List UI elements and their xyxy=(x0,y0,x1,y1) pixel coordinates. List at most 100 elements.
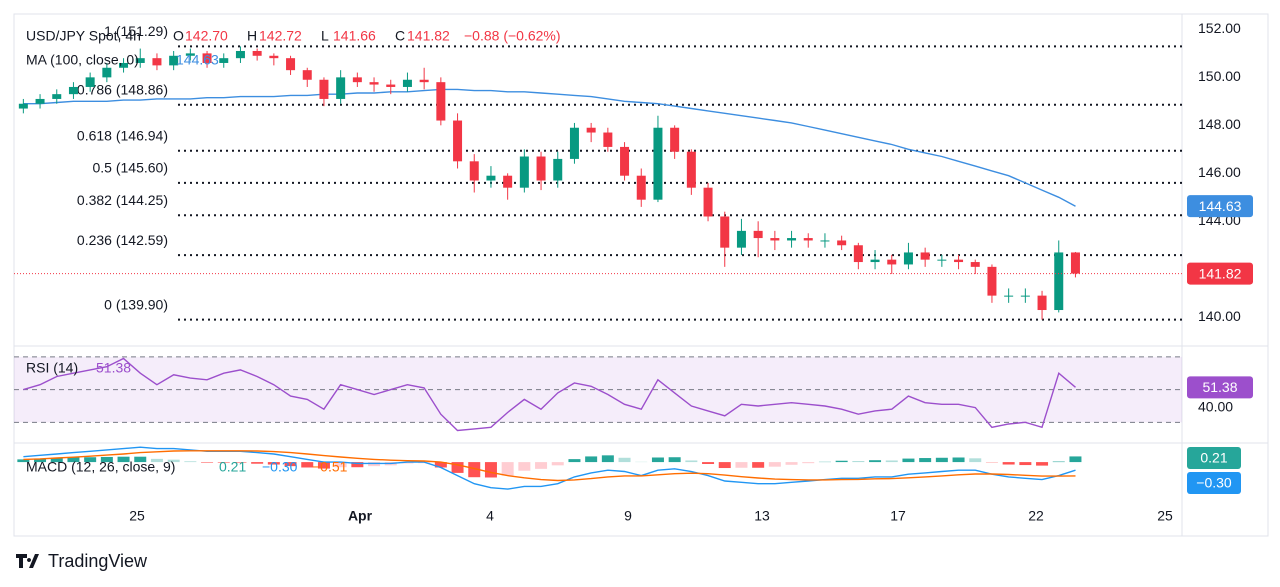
macd-histogram xyxy=(668,457,681,463)
macd-histogram xyxy=(434,462,447,468)
price-tag-label: 144.63 xyxy=(1199,198,1242,214)
candle-body xyxy=(553,158,563,181)
price-tag xyxy=(1187,376,1253,399)
rsi-tick-label: 40.00 xyxy=(1198,399,1233,415)
signal-line xyxy=(23,450,1076,482)
candle-body xyxy=(620,146,630,176)
candle-body xyxy=(1004,295,1014,297)
x-tick-label: 4 xyxy=(486,508,494,524)
macd-histogram xyxy=(1052,461,1065,463)
macd-histogram xyxy=(935,457,948,463)
legend-key: C xyxy=(395,28,405,44)
macd-histogram xyxy=(267,462,280,465)
macd-histogram xyxy=(585,456,598,463)
macd-histogram xyxy=(919,458,932,463)
candle-body xyxy=(386,84,396,87)
macd-histogram xyxy=(67,457,80,463)
macd-histogram xyxy=(735,462,748,468)
candle-body xyxy=(269,55,279,59)
y-tick-label: 150.00 xyxy=(1198,68,1241,84)
macd-histogram xyxy=(117,456,130,463)
legend-rsi-value: 51.38 xyxy=(96,360,131,376)
macd-histogram xyxy=(685,460,698,463)
logo xyxy=(16,554,39,568)
brand: TradingView xyxy=(16,551,148,571)
x-tick-label: 25 xyxy=(129,508,145,524)
macd-histogram xyxy=(317,462,330,469)
price-tag xyxy=(1187,262,1253,285)
candle-body xyxy=(85,77,95,87)
candle-body xyxy=(119,62,129,68)
macd-histogram xyxy=(802,462,815,464)
candle-body xyxy=(402,79,412,87)
candle-body xyxy=(903,252,913,265)
macd-histogram xyxy=(351,462,364,468)
candle-body xyxy=(569,127,579,159)
candle-body xyxy=(436,82,446,121)
x-tick-label: 9 xyxy=(624,508,632,524)
legend-macd: MACD (12, 26, close, 9) xyxy=(26,459,175,475)
x-tick-label: 22 xyxy=(1028,508,1044,524)
macd-histogram xyxy=(518,462,531,471)
candle-body xyxy=(336,77,346,99)
brand-name: TradingView xyxy=(48,551,148,571)
macd-histogram xyxy=(902,458,915,463)
candle-body xyxy=(853,245,863,263)
x-tick-label: 25 xyxy=(1157,508,1173,524)
candle-body xyxy=(35,98,45,104)
candle-body xyxy=(486,175,496,181)
macd-histogram xyxy=(201,462,214,463)
candle-body xyxy=(219,58,229,63)
candle-body xyxy=(720,216,730,248)
price-tag xyxy=(1187,195,1253,218)
candle-body xyxy=(536,156,546,181)
candle-body xyxy=(954,259,964,263)
legend-ma: MA (100, close, 0) xyxy=(26,52,139,68)
macd-histogram xyxy=(167,459,180,463)
legend-value: 142.70 xyxy=(185,28,228,44)
macd-histogram xyxy=(718,462,731,469)
candle-body xyxy=(603,132,613,147)
legend-value: 141.66 xyxy=(333,28,376,44)
candle-body xyxy=(1037,295,1047,311)
macd-histogram xyxy=(50,458,63,463)
candle-body xyxy=(286,58,296,71)
macd-histogram xyxy=(17,459,30,463)
y-tick-label: 140.00 xyxy=(1198,308,1241,324)
candle-body xyxy=(185,53,195,56)
ma-line xyxy=(23,88,1076,207)
fib-label: 0.5 (145.60) xyxy=(93,160,169,176)
candle-body xyxy=(169,55,179,66)
macd-histogram xyxy=(768,462,781,467)
price-tag-label: 51.38 xyxy=(1202,379,1237,395)
candle-body xyxy=(820,240,830,242)
legend-value: 141.82 xyxy=(407,28,450,44)
price-tag-label: 0.21 xyxy=(1200,450,1227,466)
candle-body xyxy=(987,266,997,296)
candle-body xyxy=(152,58,162,66)
macd-histogram xyxy=(484,462,497,478)
candle-body xyxy=(419,79,429,83)
macd-histogram xyxy=(451,462,464,473)
candle-body xyxy=(519,156,529,188)
macd-histogram xyxy=(535,462,548,469)
macd-histogram xyxy=(551,462,564,466)
candle-body xyxy=(503,175,513,188)
candle-body xyxy=(102,67,112,78)
macd-histogram xyxy=(468,462,481,478)
macd-histogram xyxy=(134,456,147,463)
fib-label: 0 (139.90) xyxy=(104,296,168,312)
frame xyxy=(13,13,1269,537)
macd-histogram xyxy=(852,461,865,463)
macd-histogram xyxy=(885,460,898,463)
fib-label: 0.786 (148.86) xyxy=(77,81,168,97)
macd-histogram xyxy=(100,456,113,463)
macd-histogram xyxy=(835,460,848,463)
legend-key: O xyxy=(173,28,184,44)
candle-body xyxy=(970,262,980,267)
macd-histogram xyxy=(618,457,631,463)
macd-histogram xyxy=(651,457,664,463)
candle-body xyxy=(202,53,212,63)
legend-value: 142.72 xyxy=(259,28,302,44)
